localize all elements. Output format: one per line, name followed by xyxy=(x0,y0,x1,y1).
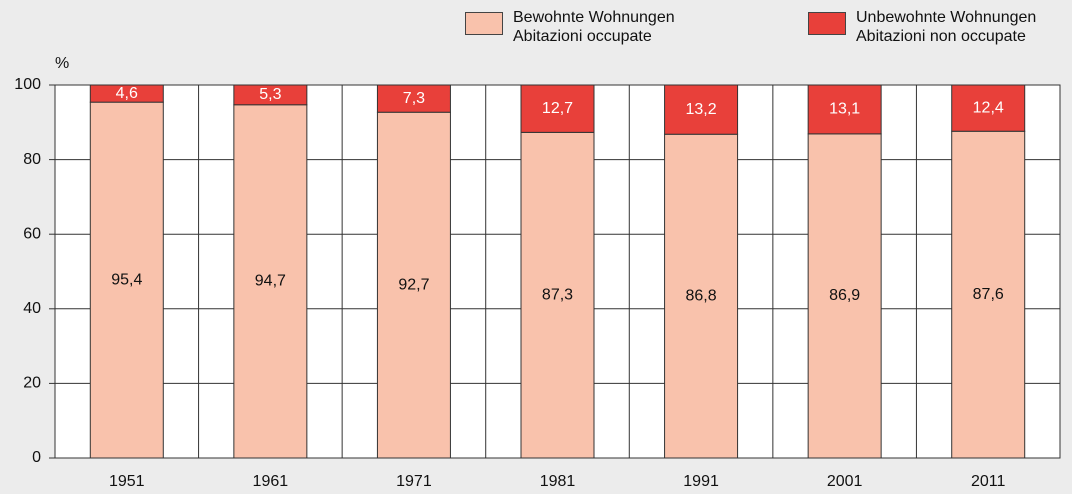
x-tick-label: 1991 xyxy=(683,473,719,490)
legend-label: Bewohnte Wohnungen Abitazioni occupate xyxy=(513,9,675,45)
bar-segment xyxy=(664,84,739,135)
y-tick-label: 100 xyxy=(14,76,41,93)
bar-segment xyxy=(233,84,308,106)
value-label: 86,8 xyxy=(686,287,717,304)
y-axis-label: % xyxy=(55,55,69,72)
y-tick-label: 60 xyxy=(23,225,41,242)
value-label: 12,7 xyxy=(542,100,573,117)
value-label: 4,6 xyxy=(116,85,138,102)
value-label: 87,3 xyxy=(542,286,573,303)
value-label: 87,6 xyxy=(973,286,1004,303)
x-tick-label: 2001 xyxy=(827,473,863,490)
x-tick-label: 1951 xyxy=(109,473,145,490)
y-tick-label: 80 xyxy=(23,151,41,168)
x-tick-label: 2011 xyxy=(971,473,1006,490)
bar-segment xyxy=(664,133,739,459)
value-label: 86,9 xyxy=(829,287,860,304)
value-label: 13,1 xyxy=(829,101,860,118)
bar-segment xyxy=(951,84,1026,132)
x-tick-label: 1971 xyxy=(396,473,432,490)
legend-label: Unbewohnte Wohnungen Abitazioni non occu… xyxy=(856,9,1037,45)
value-label: 7,3 xyxy=(403,90,425,107)
bar-segment xyxy=(376,111,451,459)
value-label: 95,4 xyxy=(111,271,142,288)
legend-swatch xyxy=(465,12,503,35)
x-tick-label: 1981 xyxy=(540,473,576,490)
value-label: 5,3 xyxy=(259,86,281,103)
value-label: 92,7 xyxy=(398,276,429,293)
bar-segment xyxy=(807,133,882,459)
bar-segment xyxy=(233,104,308,459)
value-label: 13,2 xyxy=(686,101,717,118)
bar-segment xyxy=(376,84,451,113)
value-label: 94,7 xyxy=(255,273,286,290)
y-tick-label: 20 xyxy=(23,375,41,392)
x-tick-label: 1961 xyxy=(253,473,289,490)
y-tick-label: 40 xyxy=(23,300,41,317)
bar-segment xyxy=(807,84,882,135)
value-label: 12,4 xyxy=(973,99,1004,116)
bar-segment xyxy=(520,84,595,133)
bar-segment xyxy=(951,130,1026,459)
bar-segment xyxy=(520,131,595,459)
legend-swatch xyxy=(808,12,846,35)
bar-segment xyxy=(89,84,164,103)
y-tick-label: 0 xyxy=(32,449,41,466)
